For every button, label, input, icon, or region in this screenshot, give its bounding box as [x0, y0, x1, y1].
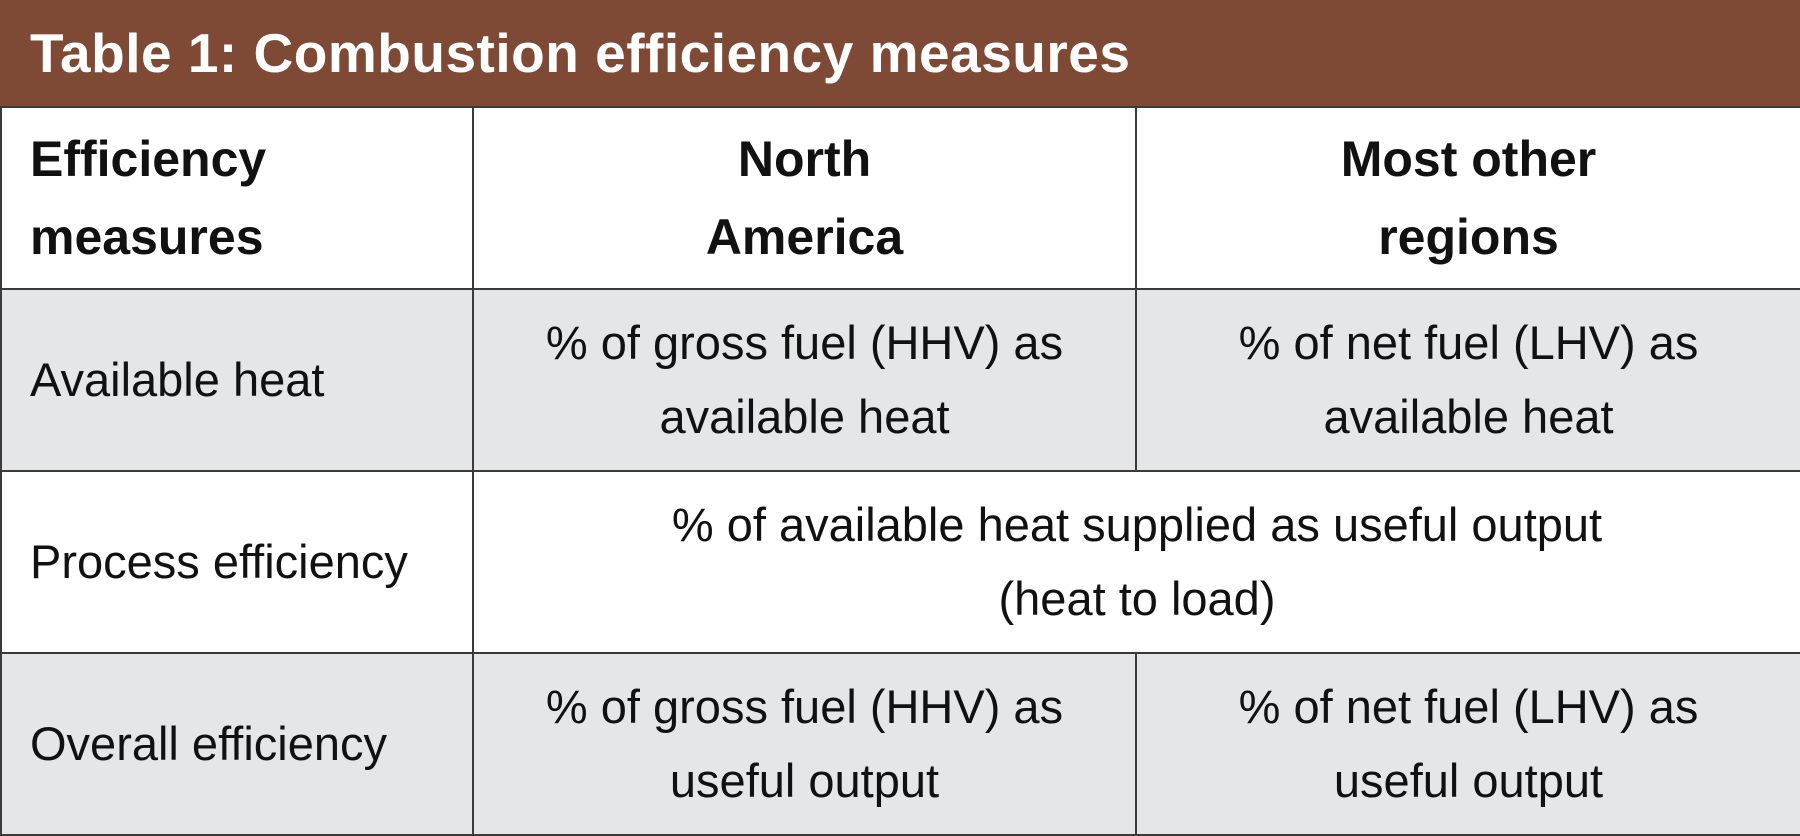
header-text: America — [705, 209, 904, 265]
cell-text: (heat to load) — [998, 572, 1276, 625]
table-header-row: Efficiency measures North America Most o… — [0, 106, 1800, 290]
cell-text: % of available heat supplied as useful o… — [671, 498, 1603, 551]
table-title-bar: Table 1: Combustion efficiency measures — [0, 0, 1800, 106]
header-north-america: North America — [472, 106, 1137, 290]
table-row-available-heat: Available heat % of gross fuel (HHV) as … — [0, 288, 1800, 472]
cell-other-regions: % of net fuel (LHV) as useful output — [1135, 652, 1800, 836]
cell-text: % of net fuel (LHV) as — [1238, 680, 1699, 733]
row-label: Process efficiency — [0, 470, 474, 654]
table-row-overall-efficiency: Overall efficiency % of gross fuel (HHV)… — [0, 652, 1800, 836]
header-text: North — [737, 131, 872, 187]
header-text: Efficiency — [30, 131, 267, 187]
cell-text: % of gross fuel (HHV) as — [545, 316, 1064, 369]
cell-text: % of net fuel (LHV) as — [1238, 316, 1699, 369]
cell-text: % of gross fuel (HHV) as — [545, 680, 1064, 733]
row-label: Available heat — [0, 288, 474, 472]
cell-merged: % of available heat supplied as useful o… — [472, 470, 1800, 654]
cell-north-america: % of gross fuel (HHV) as available heat — [472, 288, 1137, 472]
header-other-regions: Most other regions — [1135, 106, 1800, 290]
cell-text: available heat — [1323, 390, 1614, 443]
row-label-text: Process efficiency — [30, 535, 408, 588]
row-label-text: Overall efficiency — [30, 717, 387, 770]
cell-text: useful output — [669, 754, 940, 807]
cell-text: available heat — [659, 390, 950, 443]
cell-other-regions: % of net fuel (LHV) as available heat — [1135, 288, 1800, 472]
table-title: Table 1: Combustion efficiency measures — [30, 22, 1131, 84]
header-text: measures — [30, 209, 264, 265]
efficiency-table: Efficiency measures North America Most o… — [0, 106, 1800, 836]
row-label: Overall efficiency — [0, 652, 474, 836]
row-label-text: Available heat — [30, 353, 325, 406]
header-efficiency-measures: Efficiency measures — [0, 106, 474, 290]
cell-north-america: % of gross fuel (HHV) as useful output — [472, 652, 1137, 836]
table-row-process-efficiency: Process efficiency % of available heat s… — [0, 470, 1800, 654]
header-text: Most other — [1340, 131, 1597, 187]
cell-text: useful output — [1333, 754, 1604, 807]
header-text: regions — [1378, 209, 1559, 265]
